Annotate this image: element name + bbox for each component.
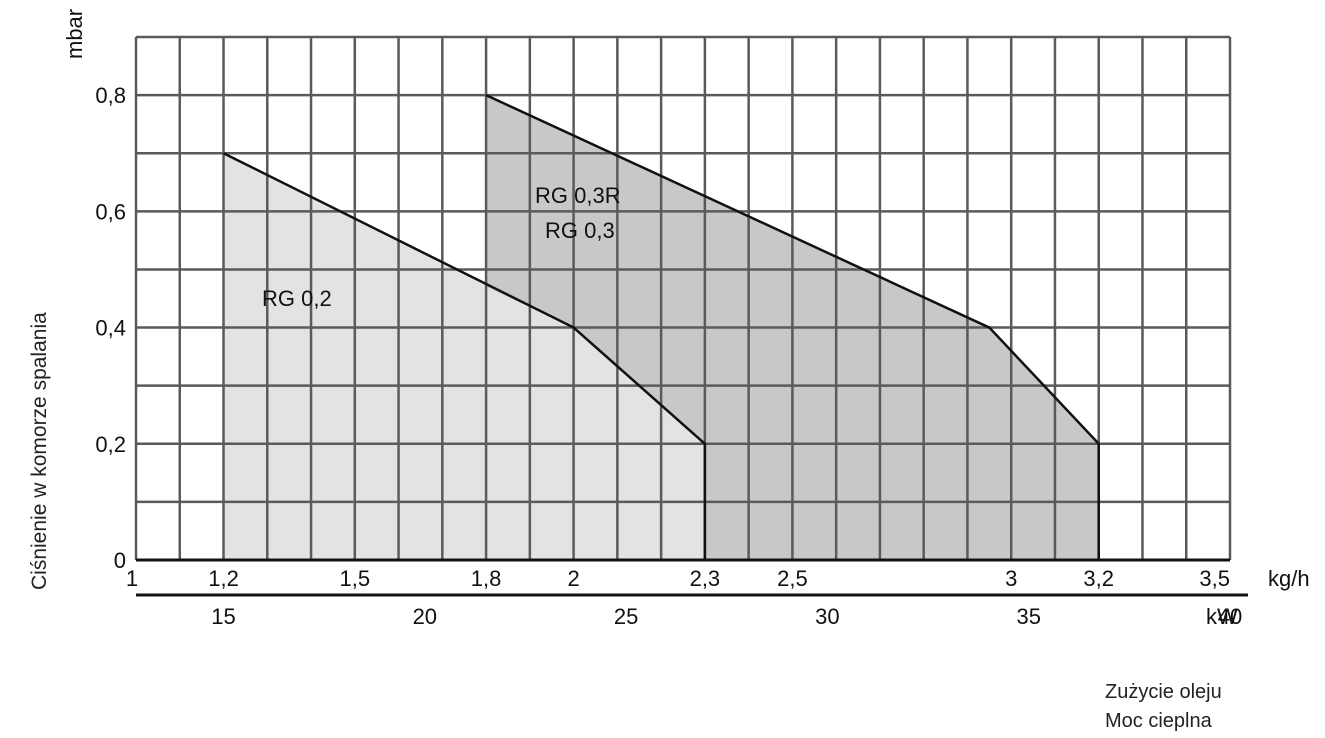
x-tick-label-kw: 35 <box>1016 604 1040 629</box>
x-tick-label-kw: 20 <box>413 604 437 629</box>
y-tick-label: 0,8 <box>95 83 126 108</box>
footer-oil-consumption: Zużycie oleju <box>1105 681 1222 703</box>
axis-legend-footer: Zużycie oleju Moc cieplna <box>1105 678 1222 736</box>
series-label-rg03: RG 0,3 <box>545 218 615 243</box>
x-tick-label-kgh: 2,5 <box>777 566 808 591</box>
axes <box>136 558 1248 597</box>
series-lines <box>222 93 1100 560</box>
x-tick-label-kw: 30 <box>815 604 839 629</box>
x-tick-label-kgh: 2,3 <box>690 566 721 591</box>
series-line-0 <box>222 152 707 560</box>
y-axis-label: Ciśnienie w komorze spalania <box>28 312 51 590</box>
x-tick-label-kgh: 1 <box>126 566 138 591</box>
x-unit-kw: kW <box>1206 604 1238 629</box>
x-tick-label-kw: 15 <box>211 604 235 629</box>
y-tick-label: 0,2 <box>95 432 126 457</box>
y-tick-label: 0,6 <box>95 199 126 224</box>
x-tick-label-kgh: 1,5 <box>340 566 371 591</box>
series-label-rg02: RG 0,2 <box>262 286 332 311</box>
series-area-0 <box>223 153 705 560</box>
footer-heat-output: Moc cieplna <box>1105 710 1212 732</box>
x-tick-label-kgh: 3 <box>1005 566 1017 591</box>
y-unit: mbar <box>62 9 87 59</box>
x-tick-label-kgh: 2 <box>567 566 579 591</box>
x-tick-label-kgh: 3,5 <box>1199 566 1230 591</box>
y-tick-label: 0 <box>114 548 126 573</box>
x-tick-label-kgh: 3,2 <box>1083 566 1114 591</box>
x-tick-label-kw: 25 <box>614 604 638 629</box>
x-unit-kgh: kg/h <box>1268 566 1310 591</box>
series-line-1 <box>485 93 1100 560</box>
x-tick-label-kgh: 1,8 <box>471 566 502 591</box>
x-tick-label-kgh: 1,2 <box>208 566 239 591</box>
series-label-rg03r: RG 0,3R <box>535 183 621 208</box>
y-tick-label: 0,4 <box>95 316 126 341</box>
x-tick-label-kw: 40 <box>1218 604 1242 629</box>
tick-labels: 0 0,2 0,4 0,6 0,8 1 1,2 1,5 1,8 2 2,3 2,5 3 3,2 3,5 15 2… <box>95 83 1242 629</box>
